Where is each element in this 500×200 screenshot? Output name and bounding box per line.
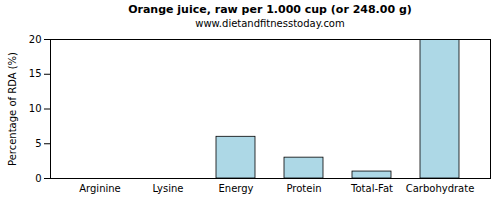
svg-text:10: 10 <box>29 103 42 114</box>
svg-text:20: 20 <box>29 34 42 45</box>
svg-text:Arginine: Arginine <box>79 183 121 194</box>
svg-text:Energy: Energy <box>218 183 253 194</box>
html-text:Orange juice, raw per 1.000 cu: Orange juice, raw per 1.000 cup (or 248.… <box>128 3 412 16</box>
svg-text:0: 0 <box>35 173 41 184</box>
html-text:www.dietandfitnesstoday.com: www.dietandfitnesstoday.com <box>195 18 345 29</box>
svg-text:Lysine: Lysine <box>152 183 183 194</box>
svg-text:15: 15 <box>29 68 42 79</box>
svg-text:5: 5 <box>35 138 41 149</box>
svg-text:Total-Fat: Total-Fat <box>350 183 393 194</box>
svg-text:Carbohydrate: Carbohydrate <box>406 183 475 194</box>
svg-text:Protein: Protein <box>286 183 321 194</box>
svg-text:Percentage of RDA (%): Percentage of RDA (%) <box>7 52 18 166</box>
